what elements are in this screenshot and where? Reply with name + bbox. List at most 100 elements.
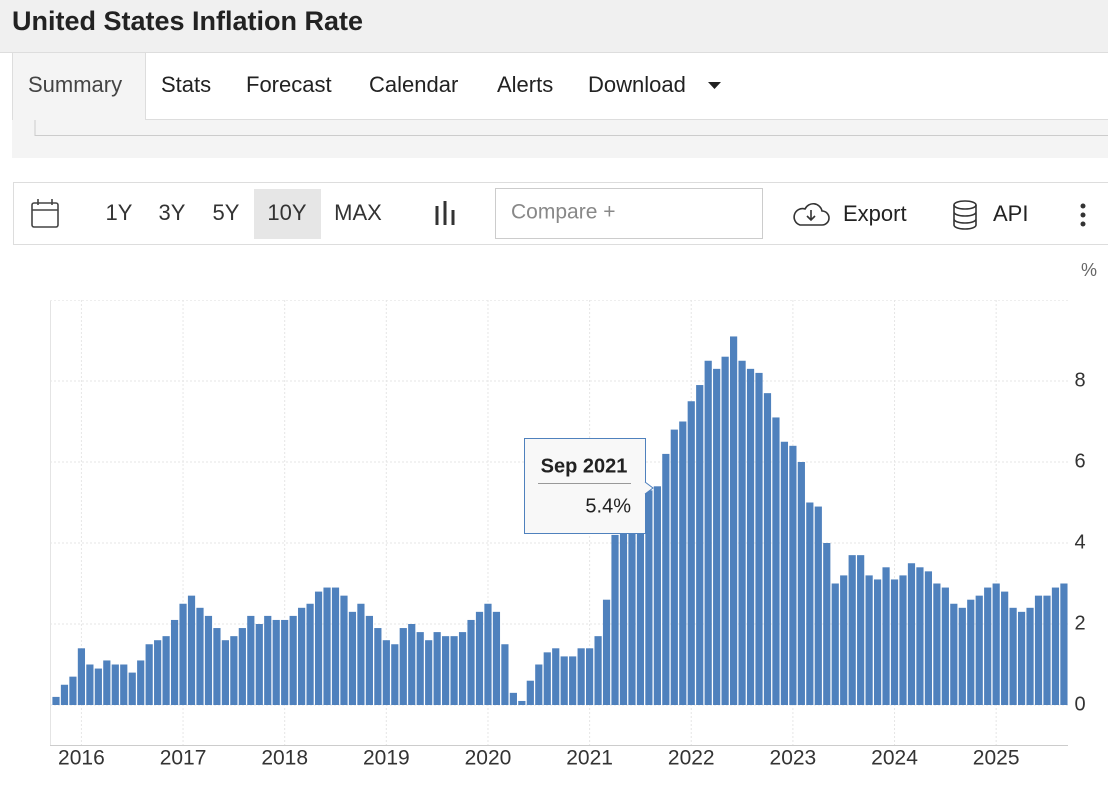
bar	[1001, 592, 1008, 705]
bar	[976, 596, 983, 705]
bar	[891, 579, 898, 705]
bar	[264, 616, 271, 705]
bar	[417, 632, 424, 705]
bar	[1026, 608, 1033, 705]
range-button[interactable]: 1Y	[106, 200, 133, 225]
tab[interactable]: Calendar	[369, 72, 458, 97]
tooltip-value: 5.4%	[585, 495, 631, 517]
bar	[696, 385, 703, 705]
bar	[1060, 584, 1067, 706]
bar	[738, 361, 745, 705]
bar	[789, 446, 796, 705]
more-menu[interactable]	[1081, 204, 1086, 227]
y-tick-label: 2	[1074, 612, 1085, 634]
bar	[908, 563, 915, 705]
range-button[interactable]: MAX	[334, 200, 382, 225]
bar	[713, 369, 720, 705]
tooltip-title: Sep 2021	[541, 455, 628, 477]
bar	[179, 604, 186, 705]
dropdown-caret[interactable]	[708, 82, 721, 89]
compare-placeholder[interactable]: Compare +	[511, 201, 615, 224]
bar	[950, 604, 957, 705]
bar	[933, 584, 940, 706]
bar	[662, 454, 669, 705]
bar	[196, 608, 203, 705]
bar	[578, 648, 585, 705]
bar	[290, 616, 297, 705]
range-button[interactable]: 10Y	[267, 200, 306, 225]
bar	[781, 442, 788, 705]
bar	[281, 620, 288, 705]
bar	[450, 636, 457, 705]
bar	[213, 628, 220, 705]
tab[interactable]: Download	[588, 72, 686, 97]
bar	[815, 507, 822, 705]
api-button[interactable]: API	[993, 201, 1028, 226]
x-tick-label: 2025	[973, 747, 1020, 770]
export-button[interactable]: Export	[843, 201, 907, 226]
y-tick-label: 6	[1074, 450, 1085, 472]
band	[12, 120, 1108, 158]
bar	[391, 644, 398, 705]
bar	[993, 584, 1000, 706]
x-tick-label: 2017	[160, 747, 207, 770]
bar	[247, 616, 254, 705]
bar	[239, 628, 246, 705]
bar	[222, 640, 229, 705]
bar	[357, 604, 364, 705]
bar	[916, 567, 923, 705]
bar	[103, 660, 110, 705]
bar	[806, 503, 813, 706]
bar	[959, 608, 966, 705]
bar	[408, 624, 415, 705]
x-tick-label: 2016	[58, 747, 105, 770]
tab[interactable]: Alerts	[497, 72, 553, 97]
range-button[interactable]: 3Y	[159, 200, 186, 225]
tab[interactable]: Summary	[28, 72, 122, 97]
bar	[493, 612, 500, 705]
bar	[69, 677, 76, 705]
bar	[518, 701, 525, 705]
bar	[467, 620, 474, 705]
tab[interactable]: Stats	[161, 72, 211, 97]
bar	[1035, 596, 1042, 705]
x-tick-label: 2018	[261, 747, 308, 770]
bar	[163, 636, 170, 705]
bar	[764, 393, 771, 705]
y-tick-label: 4	[1074, 531, 1085, 553]
bar	[374, 628, 381, 705]
bar	[671, 430, 678, 705]
bar	[484, 604, 491, 705]
bar	[476, 612, 483, 705]
bar	[501, 644, 508, 705]
y-tick-label: 8	[1074, 369, 1085, 391]
bar	[112, 665, 119, 706]
tab[interactable]: Forecast	[246, 72, 332, 97]
bar	[705, 361, 712, 705]
bar	[425, 640, 432, 705]
bar	[129, 673, 136, 705]
bar	[984, 588, 991, 705]
page-title: United States Inflation Rate	[12, 6, 363, 36]
x-tick-label: 2022	[668, 747, 715, 770]
bar	[171, 620, 178, 705]
bar	[527, 681, 534, 705]
range-button[interactable]: 5Y	[213, 200, 240, 225]
bar	[442, 636, 449, 705]
bar	[679, 422, 686, 706]
bar	[688, 401, 695, 705]
bar	[307, 604, 314, 705]
bar	[755, 373, 762, 705]
bar	[230, 636, 237, 705]
bar	[256, 624, 263, 705]
bar	[772, 417, 779, 705]
bar	[434, 632, 441, 705]
bar	[383, 640, 390, 705]
tooltip: Sep 2021 5.4%	[525, 439, 654, 534]
bar	[78, 648, 85, 705]
bar	[400, 628, 407, 705]
bar	[849, 555, 856, 705]
x-tick-label: 2020	[465, 747, 512, 770]
bar	[323, 588, 330, 705]
bar	[840, 575, 847, 705]
